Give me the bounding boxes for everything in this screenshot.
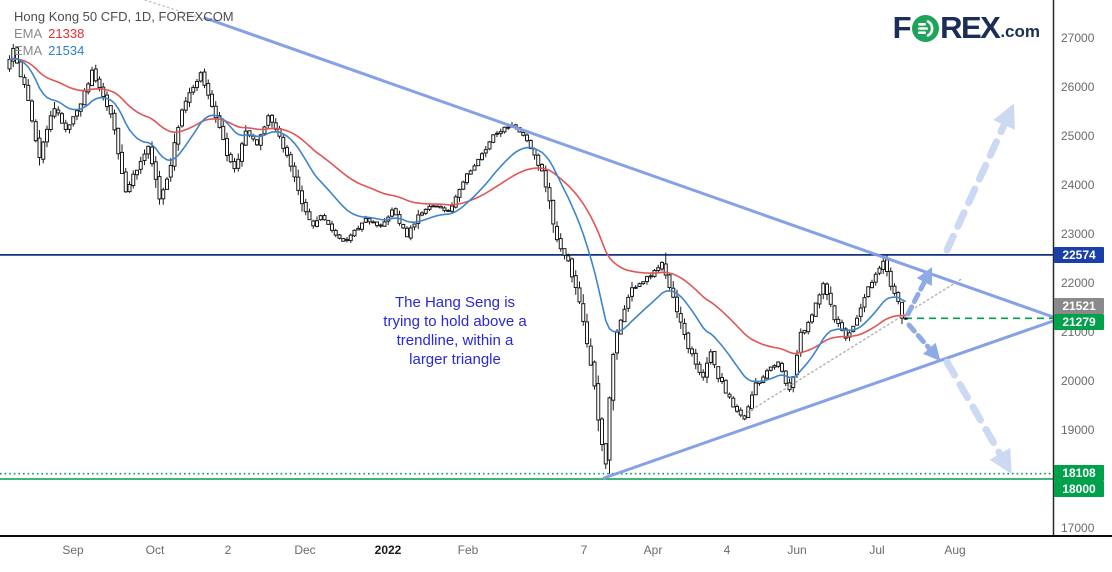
time-tick-label: Apr — [643, 543, 663, 557]
annotation-line: The Hang Seng is — [394, 294, 516, 311]
ema-slow-label: EMA — [14, 26, 43, 41]
break-down-small — [906, 322, 941, 362]
price-tick-label: 20000 — [1061, 374, 1095, 388]
ema-slow-value: 21338 — [48, 26, 85, 41]
ema-overlays[interactable] — [9, 57, 907, 383]
price-tick-label: 24000 — [1061, 178, 1095, 192]
time-tick-label: 7 — [580, 543, 588, 557]
annotation-line: trendline, within a — [396, 332, 514, 349]
time-tick-label: 4 — [723, 543, 731, 557]
time-tick-label: Dec — [294, 543, 316, 557]
annotation-line: trying to hold above a — [383, 313, 527, 330]
EMA-slow-line — [9, 58, 906, 355]
time-tick-label: Oct — [145, 543, 165, 557]
time-tick-label: 2 — [224, 543, 232, 557]
forex-com-logo[interactable]: F REX .com — [892, 10, 1040, 45]
candlestick-series[interactable] — [7, 43, 908, 474]
time-tick-label: Jul — [869, 543, 885, 557]
price-tick-label: 19000 — [1061, 423, 1095, 437]
bounce-up-small — [905, 266, 933, 317]
EMA-fast-line — [9, 57, 907, 383]
upper-extension-dotted — [144, 0, 208, 21]
price-tick-label: 25000 — [1061, 129, 1095, 143]
axis-frame — [0, 0, 1112, 537]
price-tick-label: 22000 — [1061, 276, 1095, 290]
price-tick-label: 17000 — [1061, 521, 1095, 535]
lower-ascending-trendline — [602, 318, 1058, 480]
time-tick-label: Feb — [457, 543, 479, 557]
trendlines[interactable] — [144, 0, 1058, 480]
price-tag-18000: 18000 — [1054, 481, 1104, 497]
symbol-title[interactable]: Hong Kong 50 CFD, 1D, FOREXCOM — [14, 9, 234, 24]
logo-text-rex: REX — [940, 10, 1001, 45]
chart-legend: Hong Kong 50 CFD, 1D, FOREXCOM EMA 21338 … — [14, 8, 234, 59]
price-tick-label: 27000 — [1061, 31, 1095, 45]
logo-text-com: .com — [1000, 22, 1040, 41]
logo-text-f: F — [892, 10, 912, 45]
projection-arrows[interactable] — [905, 103, 1015, 475]
time-tick-label: Sep — [62, 543, 84, 557]
price-tick-label: 23000 — [1061, 227, 1095, 241]
price-tag-22574: 22574 — [1054, 247, 1104, 263]
time-tick-label: Jun — [787, 543, 807, 557]
ema-slow-legend-row[interactable]: EMA 21338 — [14, 25, 234, 42]
inner-dotted-trendline — [747, 277, 964, 413]
time-tick-label: Aug — [944, 543, 966, 557]
price-tag-21279: 21279 — [1054, 314, 1104, 330]
time-tick-label: 2022 — [374, 543, 402, 557]
chart-annotation-text[interactable]: The Hang Seng is trying to hold above a … — [364, 293, 546, 369]
annotation-line: larger triangle — [409, 351, 501, 368]
ema-fast-label: EMA — [14, 43, 43, 58]
projection-up-large — [943, 103, 1015, 254]
forex-logo-o-icon — [912, 15, 940, 42]
ema-fast-value: 21534 — [48, 43, 85, 58]
price-tag-21521: 21521 — [1054, 298, 1104, 314]
ema-fast-legend-row[interactable]: EMA 21534 — [14, 42, 234, 59]
price-tag-18108: 18108 — [1054, 465, 1104, 481]
price-tick-label: 26000 — [1061, 80, 1095, 94]
upper-descending-trendline — [203, 16, 1058, 320]
projection-down-large — [943, 358, 1012, 475]
